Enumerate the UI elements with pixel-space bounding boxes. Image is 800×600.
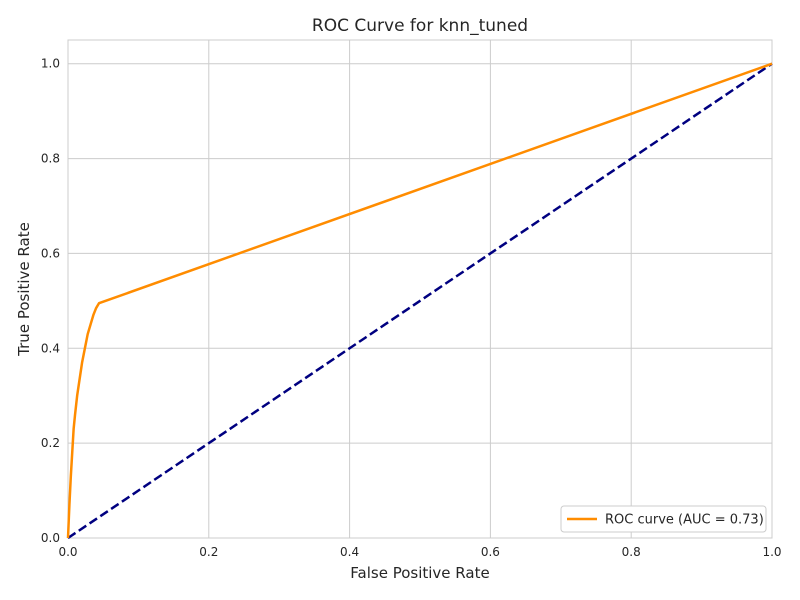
- plot-area: [68, 40, 772, 538]
- y-tick-label: 0.6: [41, 246, 60, 260]
- legend-label: ROC curve (AUC = 0.73): [605, 513, 764, 528]
- x-tick-label: 0.4: [340, 545, 359, 559]
- legend: ROC curve (AUC = 0.73): [560, 505, 767, 533]
- x-tick-label: 0.2: [199, 545, 218, 559]
- plot-frame: [67, 39, 773, 539]
- x-tick-label: 0.6: [481, 545, 500, 559]
- chart-title: ROC Curve for knn_tuned: [312, 16, 528, 36]
- y-tick-label: 0.4: [41, 341, 60, 355]
- y-tick-label: 0.0: [41, 531, 60, 545]
- grid: [67, 40, 773, 539]
- y-tick-label: 0.2: [41, 436, 60, 450]
- y-axis-label: True Positive Rate: [15, 222, 33, 357]
- roc-curve-line: [66, 62, 773, 539]
- legend-box: [560, 505, 767, 533]
- x-tick-label: 0.8: [622, 545, 641, 559]
- x-tick-label: 0.0: [58, 545, 77, 559]
- series-layer: [66, 62, 773, 540]
- x-tick-label: 1.0: [762, 545, 781, 559]
- random-baseline-line: [67, 62, 773, 540]
- y-tick-label: 0.8: [41, 152, 60, 166]
- tick-labels: 0.0 0.2 0.4 0.6 0.8 1.0 0.0 0.2 0.4 0.6 0.8 1.0: [41, 57, 782, 559]
- y-tick-label: 1.0: [41, 57, 60, 71]
- x-axis-label: False Positive Rate: [350, 564, 489, 582]
